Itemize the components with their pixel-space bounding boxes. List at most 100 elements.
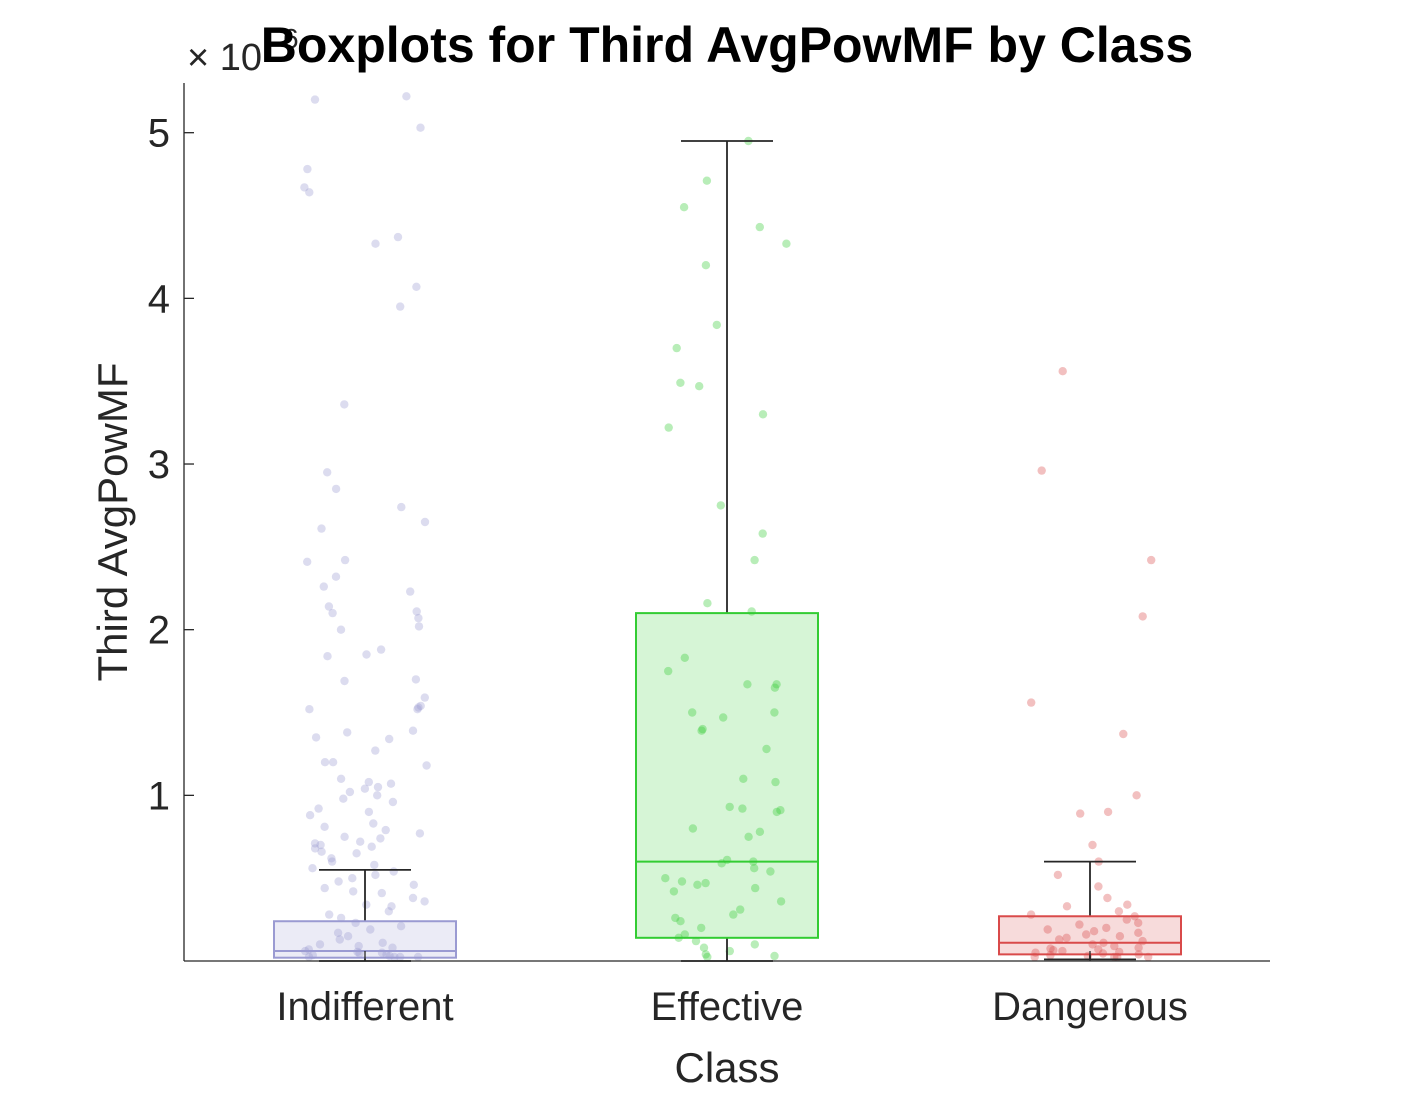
data-point	[370, 860, 379, 870]
data-point	[770, 951, 779, 961]
data-point	[311, 733, 321, 742]
data-point	[408, 893, 418, 903]
data-point	[1062, 902, 1072, 911]
data-point	[382, 950, 391, 959]
data-point	[680, 930, 689, 939]
data-point	[1114, 907, 1124, 916]
data-point	[751, 883, 760, 893]
data-point	[328, 758, 338, 767]
data-point	[758, 410, 768, 419]
data-point	[305, 811, 315, 820]
data-point	[333, 928, 343, 937]
data-point	[1115, 932, 1125, 941]
data-point	[305, 705, 314, 714]
data-point	[1094, 945, 1103, 954]
data-point	[679, 203, 689, 212]
y-tick-label: 2	[148, 609, 170, 653]
data-point	[387, 902, 396, 911]
data-point	[1134, 943, 1143, 952]
data-point	[1082, 930, 1091, 939]
data-point	[1055, 935, 1064, 944]
data-point	[719, 713, 728, 722]
data-point	[305, 188, 314, 197]
data-point	[1102, 923, 1111, 933]
data-point	[698, 724, 707, 734]
data-point	[702, 176, 712, 185]
data-point	[701, 878, 710, 888]
data-point	[331, 484, 341, 494]
data-point	[664, 666, 673, 676]
data-point	[310, 844, 320, 853]
data-point	[414, 622, 424, 631]
data-point	[1123, 900, 1132, 909]
data-point	[750, 940, 759, 949]
data-point	[412, 282, 421, 291]
data-point	[415, 829, 425, 838]
box-group-dangerous	[998, 367, 1182, 962]
data-point	[348, 874, 357, 883]
data-point	[420, 517, 430, 527]
data-point	[314, 804, 323, 813]
data-point	[1046, 944, 1055, 953]
chart-title: Boxplots for Third AvgPowMF by Class	[261, 17, 1193, 73]
data-point	[325, 910, 334, 919]
data-point	[371, 870, 380, 880]
data-point	[371, 239, 380, 248]
data-point	[755, 222, 764, 232]
data-point	[378, 938, 387, 947]
box-group-effective	[635, 136, 819, 962]
data-point	[336, 913, 346, 923]
data-point	[771, 777, 780, 787]
data-point	[340, 676, 349, 686]
data-point	[1119, 729, 1128, 739]
data-point	[388, 797, 398, 807]
data-point	[729, 910, 738, 919]
box-group-indifferent	[273, 92, 457, 962]
data-point	[1058, 367, 1067, 376]
data-point	[343, 728, 352, 737]
data-point	[310, 95, 320, 104]
y-exponent-multiplier: × 10	[187, 37, 262, 79]
data-point	[369, 819, 378, 828]
data-point	[676, 917, 685, 926]
data-point	[420, 897, 429, 906]
data-point	[360, 784, 370, 793]
data-point	[366, 925, 375, 934]
data-point	[340, 400, 349, 409]
data-point	[408, 726, 418, 735]
data-point	[716, 501, 725, 510]
data-point	[744, 832, 753, 841]
y-exponent-power: 6	[283, 23, 299, 54]
data-point	[699, 943, 709, 952]
data-point	[1043, 925, 1052, 934]
x-tick-label-effective: Effective	[651, 985, 804, 1029]
data-point	[414, 613, 423, 623]
data-point	[396, 302, 405, 311]
data-point	[701, 261, 711, 270]
data-point	[336, 625, 346, 634]
data-point	[362, 900, 371, 909]
x-tick-label-dangerous: Dangerous	[992, 985, 1188, 1029]
data-point	[697, 726, 706, 735]
data-point	[339, 794, 348, 803]
data-point	[1138, 612, 1147, 621]
data-point	[310, 839, 320, 848]
data-point	[416, 701, 425, 711]
data-point	[669, 887, 679, 896]
box	[998, 915, 1182, 956]
data-point	[413, 705, 422, 714]
data-point	[385, 734, 394, 744]
data-point	[776, 897, 786, 906]
data-point	[352, 849, 361, 858]
data-point	[703, 952, 712, 962]
data-point	[725, 802, 734, 812]
data-point	[412, 607, 421, 616]
data-point	[1110, 941, 1119, 951]
data-point	[389, 867, 398, 876]
data-point	[671, 913, 680, 923]
data-point	[364, 777, 373, 787]
data-point	[766, 867, 775, 876]
x-tick-label-indifferent: Indifferent	[276, 985, 453, 1029]
data-point	[743, 680, 752, 689]
data-point	[377, 888, 386, 898]
